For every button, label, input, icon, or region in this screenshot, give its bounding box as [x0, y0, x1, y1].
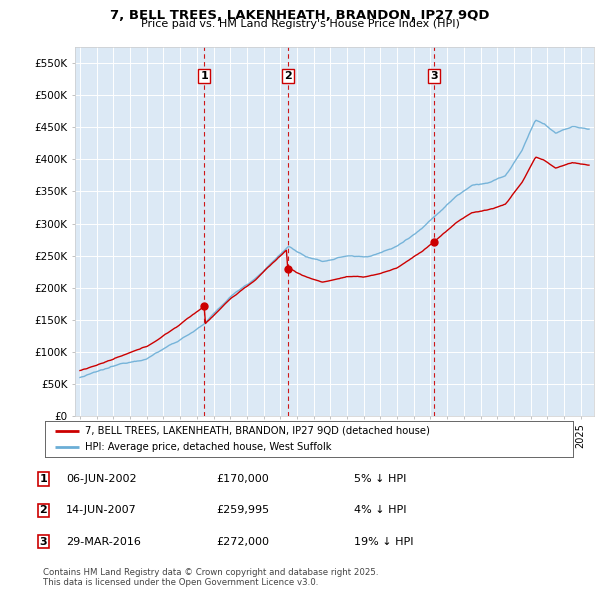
- Text: 29-MAR-2016: 29-MAR-2016: [66, 537, 141, 546]
- Text: £272,000: £272,000: [216, 537, 269, 546]
- Text: £259,995: £259,995: [216, 506, 269, 515]
- Text: 06-JUN-2002: 06-JUN-2002: [66, 474, 137, 484]
- Text: 2: 2: [40, 506, 47, 515]
- Text: 1: 1: [200, 71, 208, 81]
- Text: 2: 2: [284, 71, 292, 81]
- Text: 7, BELL TREES, LAKENHEATH, BRANDON, IP27 9QD (detached house): 7, BELL TREES, LAKENHEATH, BRANDON, IP27…: [85, 425, 430, 435]
- Text: Contains HM Land Registry data © Crown copyright and database right 2025.
This d: Contains HM Land Registry data © Crown c…: [43, 568, 379, 587]
- Text: 19% ↓ HPI: 19% ↓ HPI: [354, 537, 413, 546]
- Text: 3: 3: [40, 537, 47, 546]
- Text: 14-JUN-2007: 14-JUN-2007: [66, 506, 137, 515]
- Text: 5% ↓ HPI: 5% ↓ HPI: [354, 474, 406, 484]
- Text: 1: 1: [40, 474, 47, 484]
- Text: 3: 3: [431, 71, 438, 81]
- Text: Price paid vs. HM Land Registry's House Price Index (HPI): Price paid vs. HM Land Registry's House …: [140, 19, 460, 29]
- Text: £170,000: £170,000: [216, 474, 269, 484]
- Text: HPI: Average price, detached house, West Suffolk: HPI: Average price, detached house, West…: [85, 442, 331, 453]
- Text: 7, BELL TREES, LAKENHEATH, BRANDON, IP27 9QD: 7, BELL TREES, LAKENHEATH, BRANDON, IP27…: [110, 9, 490, 22]
- Text: 4% ↓ HPI: 4% ↓ HPI: [354, 506, 407, 515]
